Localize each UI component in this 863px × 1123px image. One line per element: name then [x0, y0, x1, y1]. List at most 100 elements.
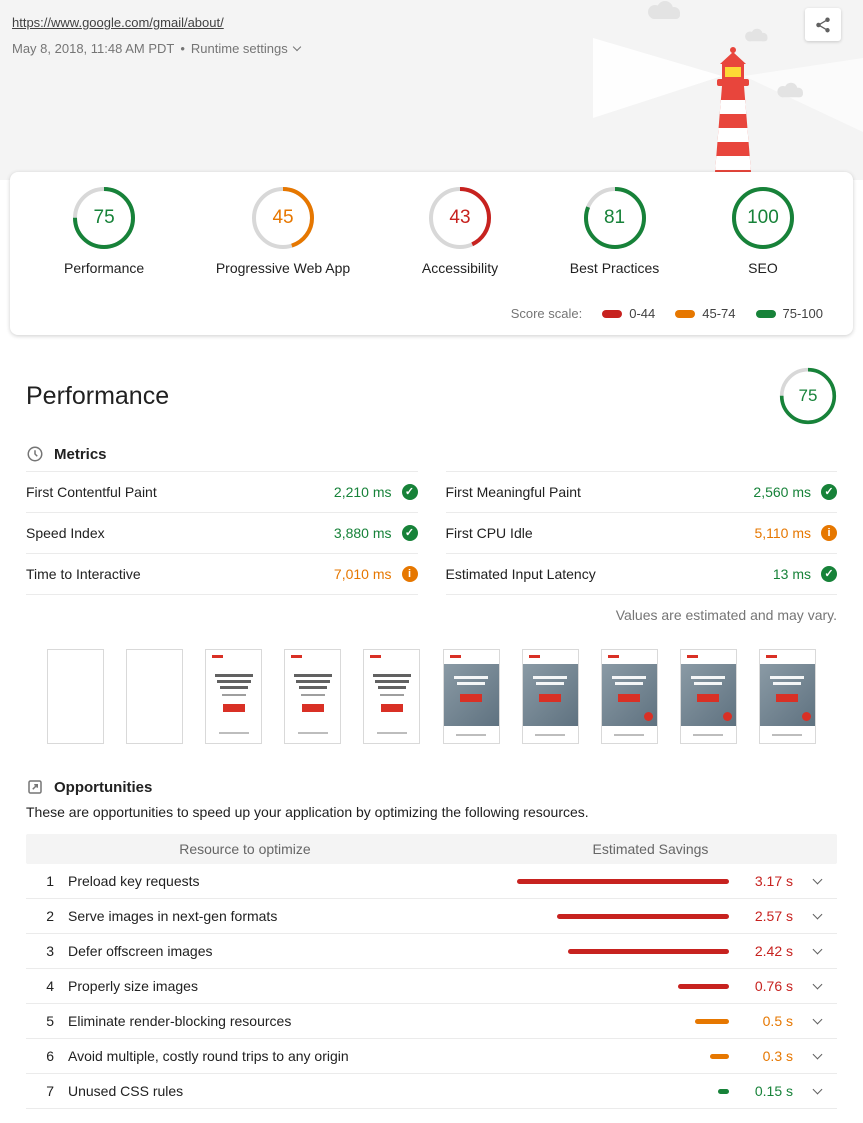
chevron-down-icon — [812, 944, 822, 955]
metric-speed-index: Speed Index 3,880 ms ✓ — [26, 513, 418, 554]
chevron-down-icon — [292, 42, 301, 52]
chevron-down-icon — [812, 874, 822, 885]
metric-value: 13 ms — [772, 566, 811, 582]
report-url-link[interactable]: https://www.google.com/gmail/about/ — [12, 15, 224, 30]
scale-range-average: 45-74 — [675, 306, 736, 321]
score-gauge-performance[interactable]: 75 Performance — [64, 186, 144, 276]
savings-bar-track — [517, 983, 729, 989]
expand-chevron[interactable] — [807, 979, 827, 990]
opportunities-heading-label: Opportunities — [54, 778, 153, 796]
savings-value: 0.15 s — [754, 1083, 793, 1099]
opportunity-label: Properly size images — [68, 978, 198, 994]
gauge-score: 75 — [798, 386, 818, 405]
gauge-score: 43 — [449, 207, 471, 228]
average-range-pill — [675, 309, 696, 318]
metric-time-to-interactive: Time to Interactive 7,010 ms i — [26, 554, 418, 595]
filmstrip-frame — [47, 649, 104, 744]
status-icon: ✓ — [821, 566, 837, 582]
expand-chevron[interactable] — [807, 1014, 827, 1025]
score-gauge-accessibility[interactable]: 43 Accessibility — [422, 186, 498, 276]
filmstrip-frame — [521, 649, 579, 744]
opportunities-icon — [28, 780, 42, 794]
opportunity-label: Defer offscreen images — [68, 943, 213, 959]
runtime-settings-toggle[interactable]: Runtime settings — [190, 41, 301, 56]
filmstrip-frame — [284, 649, 342, 744]
savings-bar-track — [517, 878, 729, 884]
filmstrip-frame — [679, 649, 737, 744]
column-resource: Resource to optimize — [179, 841, 311, 857]
opportunity-properly-size-images[interactable]: 4 Properly size images 0.76 s — [26, 969, 837, 1004]
savings-value: 2.57 s — [754, 908, 793, 924]
opportunity-render-blocking-resources[interactable]: 5 Eliminate render-blocking resources 0.… — [26, 1004, 837, 1039]
gauge-score: 81 — [603, 207, 626, 228]
fail-range-pill — [602, 309, 623, 318]
metric-name: Speed Index — [26, 525, 105, 541]
opportunity-preload-key-requests[interactable]: 1 Preload key requests 3.17 s — [26, 864, 837, 899]
chevron-down-icon — [812, 1049, 822, 1060]
score-gauge-seo[interactable]: 100 SEO — [731, 186, 795, 276]
opportunity-unused-css-rules[interactable]: 7 Unused CSS rules 0.15 s — [26, 1074, 837, 1109]
metric-value: 2,210 ms — [333, 484, 392, 500]
filmstrip-frame — [442, 649, 500, 744]
status-icon: ✓ — [401, 525, 418, 541]
savings-value: 2.42 s — [754, 943, 793, 959]
scores-summary-card: 75 Performance 45 Progressive Web App 43… — [10, 172, 853, 335]
filmstrip-frame — [758, 649, 816, 744]
savings-value: 3.17 s — [754, 873, 793, 889]
savings-bar-track — [517, 913, 729, 919]
meta-separator: • — [180, 41, 185, 56]
opportunity-label: Eliminate render-blocking resources — [68, 1013, 292, 1029]
opportunity-label: Unused CSS rules — [68, 1083, 184, 1099]
opportunities-heading: Opportunities — [26, 778, 837, 796]
row-index: 6 — [46, 1048, 54, 1064]
expand-chevron[interactable] — [807, 874, 827, 885]
row-index: 3 — [46, 943, 54, 959]
score-gauges-row: 75 Performance 45 Progressive Web App 43… — [26, 186, 837, 276]
savings-bar-track — [517, 1053, 729, 1059]
metric-estimated-input-latency: Estimated Input Latency 13 ms ✓ — [445, 554, 837, 595]
row-index: 2 — [46, 908, 54, 924]
opportunity-label: Preload key requests — [68, 873, 200, 889]
savings-bar — [709, 1053, 729, 1059]
expand-chevron[interactable] — [807, 909, 827, 920]
metric-name: First Meaningful Paint — [445, 484, 581, 500]
opportunity-next-gen-images[interactable]: 2 Serve images in next-gen formats 2.57 … — [26, 899, 837, 934]
savings-bar — [517, 878, 729, 884]
metric-first-cpu-idle: First CPU Idle 5,110 ms i — [445, 513, 837, 554]
opportunity-label: Avoid multiple, costly round trips to an… — [68, 1048, 349, 1064]
opportunity-defer-offscreen-images[interactable]: 3 Defer offscreen images 2.42 s — [26, 934, 837, 969]
savings-value: 0.5 s — [762, 1013, 793, 1029]
opportunities-description: These are opportunities to speed up your… — [26, 804, 589, 820]
status-icon: ✓ — [821, 484, 837, 500]
light-beam-right — [744, 58, 863, 132]
metric-name: First Contentful Paint — [26, 484, 157, 500]
opportunities-table: Resource to optimize Estimated Savings 1… — [26, 834, 837, 1109]
runtime-settings-label: Runtime settings — [190, 41, 288, 56]
share-button[interactable] — [805, 8, 841, 41]
filmstrip-frame — [205, 649, 263, 744]
scale-range-pass: 75-100 — [755, 306, 823, 321]
metrics-heading: Metrics — [26, 445, 837, 463]
savings-bar-track — [517, 1018, 729, 1024]
expand-chevron[interactable] — [807, 1084, 827, 1095]
performance-section-title: Performance — [26, 381, 170, 410]
opportunity-round-trips[interactable]: 6 Avoid multiple, costly round trips to … — [26, 1039, 837, 1074]
report-meta-line: May 8, 2018, 11:48 AM PDT • Runtime sett… — [12, 41, 847, 56]
metrics-disclaimer: Values are estimated and may vary. — [615, 607, 837, 623]
expand-chevron[interactable] — [807, 944, 827, 955]
chevron-down-icon — [812, 1084, 822, 1095]
opportunities-table-header: Resource to optimize Estimated Savings — [26, 834, 837, 864]
score-gauge-pwa[interactable]: 45 Progressive Web App — [216, 186, 350, 276]
savings-bar — [557, 913, 729, 919]
report-body: Performance 75 Metrics First Contentful … — [0, 367, 863, 1123]
metric-name: First CPU Idle — [445, 525, 533, 541]
gauge-label: Best Practices — [569, 260, 660, 276]
gauge-ring: 81 — [583, 186, 647, 250]
expand-chevron[interactable] — [807, 1049, 827, 1060]
metric-first-meaningful-paint: First Meaningful Paint 2,560 ms ✓ — [445, 471, 837, 513]
score-gauge-best-practices[interactable]: 81 Best Practices — [570, 186, 659, 276]
metrics-clock-icon — [27, 446, 43, 462]
metric-name: Estimated Input Latency — [445, 566, 596, 582]
gauge-label: Performance — [64, 260, 145, 276]
column-savings: Estimated Savings — [592, 841, 709, 857]
